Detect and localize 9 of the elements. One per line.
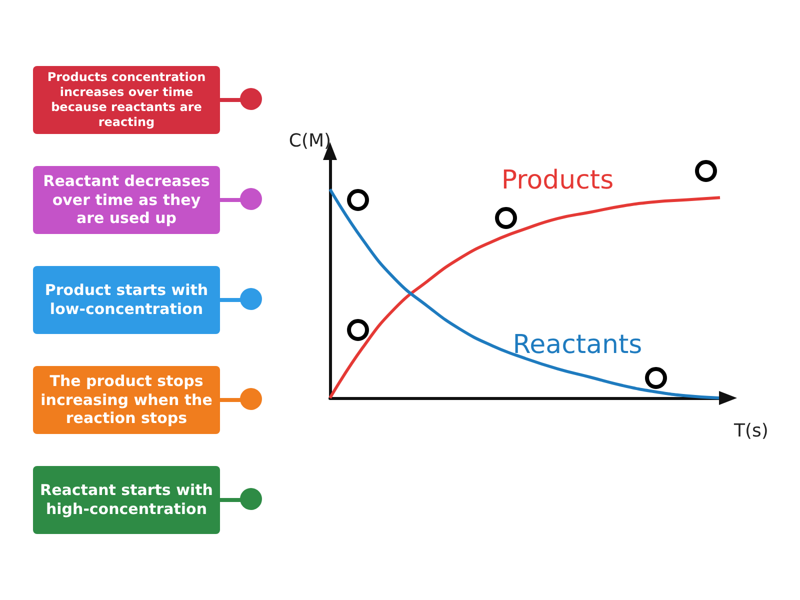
- series-label: Products: [501, 166, 614, 196]
- y-axis-title: C(M): [288, 130, 332, 152]
- text: Product starts with low-concentration: [33, 266, 220, 334]
- series-label: Reactants: [512, 330, 642, 360]
- x-axis-title: T(s): [733, 420, 768, 442]
- text: Reactant starts with high-concentration: [33, 466, 220, 534]
- text: The product stops increasing when the reaction stops: [33, 366, 220, 434]
- text: Reactant decreases over time as they are used up: [33, 166, 220, 234]
- text: Products concentration increases over time because reactants are reacting: [33, 66, 220, 134]
